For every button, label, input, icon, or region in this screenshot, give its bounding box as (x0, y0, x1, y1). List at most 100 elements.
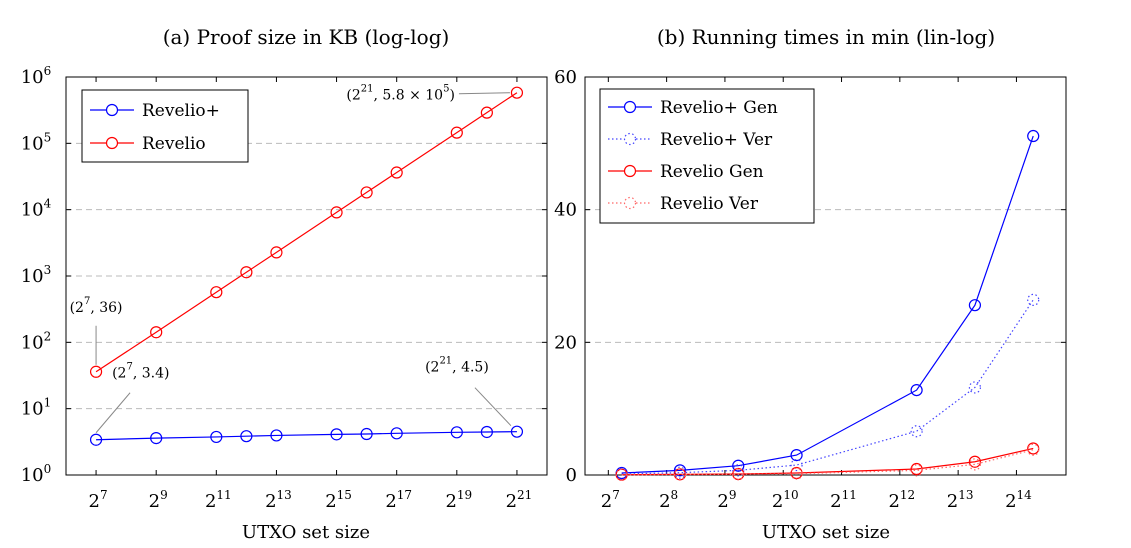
data-point (790, 449, 803, 462)
annotation-label: (221, 5.8 × 105) (346, 84, 455, 104)
legend-label: Revelio+ Gen (660, 98, 778, 118)
panel-b-ticks: 0 20 40 60 27 28 29 210 211 212 213 214 (554, 67, 1066, 512)
data-point (210, 430, 223, 444)
annotation-label: (27, 36) (70, 296, 123, 316)
y-tick-label: 106 (21, 64, 52, 88)
y-tick-label: 40 (554, 200, 577, 221)
y-tick-label: 20 (554, 332, 577, 353)
legend-label: Revelio Gen (660, 162, 764, 182)
legend-box (599, 88, 815, 224)
data-point (450, 426, 463, 439)
data-point (510, 86, 524, 99)
legend-box (81, 89, 249, 163)
data-point (910, 383, 923, 397)
x-tick-label: 212 (888, 488, 915, 512)
panel-a-series (89, 86, 524, 446)
x-tick-label: 215 (325, 488, 352, 512)
x-tick-label: 211 (205, 488, 232, 512)
data-point (790, 458, 803, 472)
legend-swatch-marker (105, 136, 119, 150)
series-line-revelio- (96, 431, 517, 441)
data-point (240, 266, 253, 279)
x-tick-label: 213 (265, 488, 292, 512)
panel-b-plot-frame (584, 76, 1067, 476)
data-point (390, 166, 403, 179)
series-line-revelio (95, 92, 518, 373)
panel-a-title: (a) Proof size in KB (log-log) (163, 25, 450, 49)
annotation-label: (221, 4.5) (425, 356, 489, 376)
y-tick-label: 105 (21, 130, 52, 154)
data-point (210, 286, 223, 299)
data-point (1027, 293, 1040, 306)
x-tick-label: 27 (601, 488, 620, 512)
data-point (89, 433, 103, 446)
x-tick-label: 28 (659, 488, 678, 512)
panel-a-annotations: (27, 36) (27, 3.4) (221, 4.5) (221, 5.8 × 1… (70, 84, 512, 434)
data-point (910, 464, 923, 477)
y-tick-label: 0 (566, 465, 577, 486)
panel-b-legend: Revelio+ Gen Revelio+ Ver Revelio Gen Revel… (599, 88, 815, 224)
legend-swatch-marker (623, 164, 637, 178)
panel-b-title: (b) Running times in min (lin-log) (657, 25, 995, 49)
legend-swatch-marker (623, 196, 637, 210)
x-tick-label: 217 (385, 488, 412, 512)
x-tick-label: 221 (506, 488, 533, 512)
data-point (89, 365, 103, 378)
data-point (1027, 443, 1040, 456)
data-point (673, 464, 687, 477)
data-point (510, 425, 524, 438)
data-point (330, 206, 343, 219)
series-line-revelio-gen (621, 447, 1034, 476)
x-tick-label: 210 (772, 488, 799, 512)
data-point (390, 427, 403, 440)
data-point (150, 431, 163, 445)
x-tick-label: 214 (1005, 488, 1032, 512)
data-point (360, 186, 373, 199)
data-point (270, 429, 283, 442)
annotation-leader (95, 392, 131, 434)
x-tick-label: 29 (717, 488, 736, 512)
data-point (240, 430, 253, 443)
data-point (968, 381, 982, 394)
data-point (480, 425, 493, 439)
legend-label: Revelio+ Ver (660, 130, 773, 150)
data-point (732, 464, 745, 477)
data-point (480, 106, 493, 119)
data-point (910, 425, 923, 438)
data-point (673, 468, 687, 481)
y-tick-label: 100 (21, 462, 52, 486)
legend-label: Revelio (142, 134, 206, 154)
data-point (732, 459, 745, 472)
y-tick-label: 101 (21, 396, 52, 420)
legend-label: Revelio+ (142, 101, 220, 121)
y-tick-label: 104 (21, 197, 52, 221)
series-line-revelio-gen (621, 135, 1034, 474)
y-tick-label: 103 (21, 263, 52, 287)
annotation-leader (458, 92, 510, 95)
x-tick-label: 211 (830, 488, 857, 512)
y-tick-label: 60 (554, 67, 577, 88)
legend-swatch-marker (623, 132, 637, 146)
data-point (968, 455, 982, 468)
panel-a-xlabel: UTXO set size (242, 522, 370, 543)
annotation-leader (474, 387, 512, 427)
panel-b-xlabel: UTXO set size (762, 522, 890, 543)
legend-swatch-marker (623, 100, 637, 114)
y-tick-label: 102 (21, 329, 52, 353)
panel-b-grid (585, 209, 1066, 343)
panel-a: (a) Proof size in KB (log-log) UTXO set … (21, 25, 548, 543)
panel-a-ticks: 100 101 102 103 104 105 106 27 29 211 213 215 217 219… (21, 64, 547, 512)
x-tick-label: 219 (445, 488, 472, 512)
data-point (360, 427, 373, 441)
data-point (615, 468, 628, 481)
data-point (1027, 129, 1040, 143)
data-point (270, 246, 283, 259)
annotation-label: (27, 3.4) (112, 362, 169, 382)
data-point (790, 467, 803, 480)
legend-label: Revelio Ver (660, 194, 759, 214)
panel-b-series (615, 129, 1040, 481)
x-tick-label: 213 (947, 488, 974, 512)
data-point (968, 299, 982, 312)
data-point (450, 126, 463, 139)
